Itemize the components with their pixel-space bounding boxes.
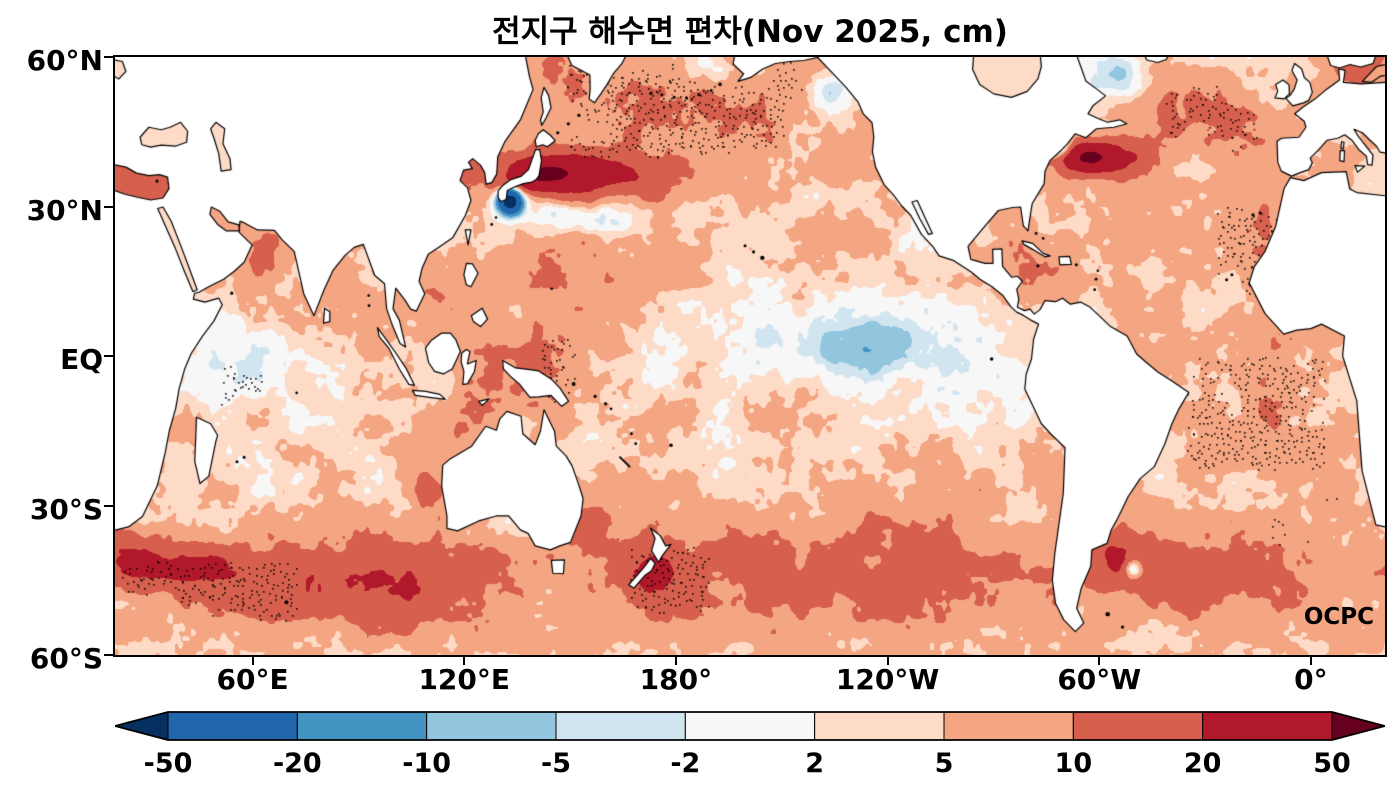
y-axis-tick <box>104 205 113 208</box>
x-tick-label: 120°E <box>418 663 511 696</box>
colorbar-tick-label: -20 <box>272 748 322 779</box>
y-axis-tick <box>104 504 113 507</box>
source-label: OCPC <box>1303 604 1374 630</box>
x-axis-tick <box>674 657 677 665</box>
colorbar <box>111 711 1389 741</box>
x-tick-label: 60°E <box>216 663 289 696</box>
colorbar-tick-label: -2 <box>670 748 701 779</box>
colorbar-tick-label: 20 <box>1183 748 1222 779</box>
y-axis-tick <box>104 56 113 58</box>
y-tick-label: 60°S <box>29 642 103 675</box>
x-axis-tick <box>251 657 254 665</box>
x-tick-label: 180° <box>639 663 713 696</box>
chart-title: 전지구 해수면 편차(Nov 2025, cm) <box>492 14 1008 50</box>
y-axis-tick <box>104 355 113 357</box>
x-axis-tick <box>463 657 466 665</box>
colorbar-tick-label: -10 <box>402 748 452 779</box>
colorbar-tick-label: -50 <box>143 748 193 779</box>
anomaly-map-canvas <box>113 55 1387 657</box>
colorbar-tick-label: -5 <box>541 748 571 779</box>
x-axis-tick <box>1309 657 1312 665</box>
y-tick-label: 30°N <box>26 193 103 227</box>
y-tick-label: EQ <box>60 343 103 376</box>
x-axis-tick <box>1098 657 1101 665</box>
colorbar-tick-label: 50 <box>1313 748 1351 779</box>
y-tick-label: 30°S <box>29 492 103 526</box>
x-axis-tick <box>886 657 889 665</box>
x-tick-label: 120°W <box>835 663 940 696</box>
x-tick-label: 0° <box>1294 663 1328 696</box>
colorbar-tick-label: 10 <box>1054 748 1093 779</box>
colorbar-svg <box>111 711 1389 741</box>
colorbar-tick-label: 5 <box>934 748 954 779</box>
y-axis-tick <box>104 654 113 656</box>
y-tick-label: 60°N <box>26 44 103 77</box>
colorbar-tick-label: 2 <box>805 748 825 779</box>
x-tick-label: 60°W <box>1057 663 1142 696</box>
